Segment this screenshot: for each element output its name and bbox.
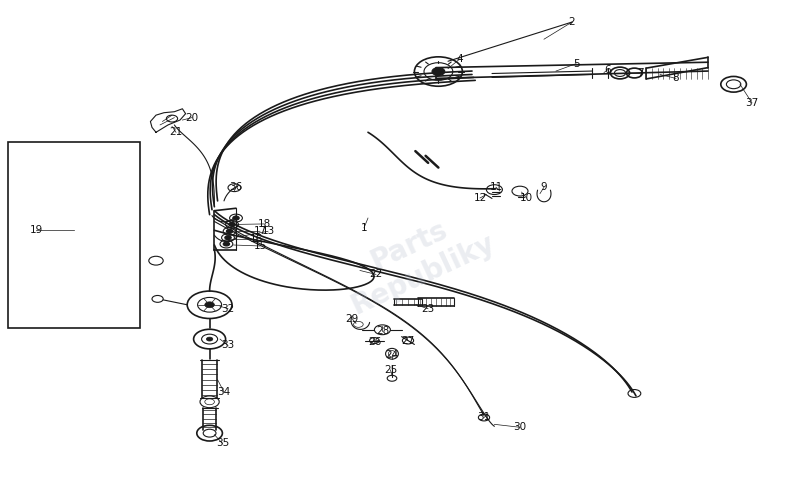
Text: 16: 16: [250, 234, 262, 244]
Circle shape: [432, 68, 445, 75]
Text: 26: 26: [368, 337, 381, 347]
Text: 12: 12: [474, 193, 486, 203]
Circle shape: [229, 222, 235, 226]
Text: 4: 4: [457, 54, 463, 64]
Circle shape: [206, 337, 213, 341]
Text: 32: 32: [222, 304, 234, 314]
Text: 31: 31: [478, 413, 490, 422]
Text: 35: 35: [216, 439, 229, 448]
Text: Parts
Republiky: Parts Republiky: [333, 199, 499, 320]
Text: 34: 34: [218, 387, 230, 397]
Circle shape: [225, 236, 231, 240]
Text: 36: 36: [230, 182, 242, 192]
Text: 13: 13: [262, 226, 274, 236]
Text: 5: 5: [573, 59, 579, 69]
Text: 24: 24: [386, 350, 398, 360]
Text: 37: 37: [746, 98, 758, 108]
Text: 15: 15: [254, 241, 266, 251]
Text: 22: 22: [370, 270, 382, 279]
Text: 29: 29: [346, 314, 358, 323]
Text: 19: 19: [30, 225, 42, 235]
Text: 11: 11: [490, 182, 502, 192]
Text: 10: 10: [520, 193, 533, 203]
Circle shape: [233, 216, 239, 220]
Text: 6: 6: [605, 65, 611, 74]
Text: 17: 17: [254, 226, 266, 236]
Text: 8: 8: [673, 74, 679, 83]
Text: 9: 9: [541, 182, 547, 192]
Text: 7: 7: [637, 69, 643, 78]
Text: 25: 25: [384, 365, 397, 375]
Circle shape: [226, 229, 233, 233]
Circle shape: [205, 302, 214, 308]
Text: 1: 1: [361, 223, 367, 233]
Text: 33: 33: [222, 341, 234, 350]
Text: 18: 18: [258, 219, 270, 229]
Text: 27: 27: [402, 336, 414, 345]
Circle shape: [223, 242, 230, 246]
Text: 23: 23: [422, 304, 434, 314]
Text: 21: 21: [170, 127, 182, 137]
Bar: [8, 142, 140, 328]
Text: 2: 2: [569, 17, 575, 27]
Text: 20: 20: [186, 113, 198, 122]
Text: 28: 28: [376, 326, 389, 336]
Text: 30: 30: [514, 422, 526, 432]
